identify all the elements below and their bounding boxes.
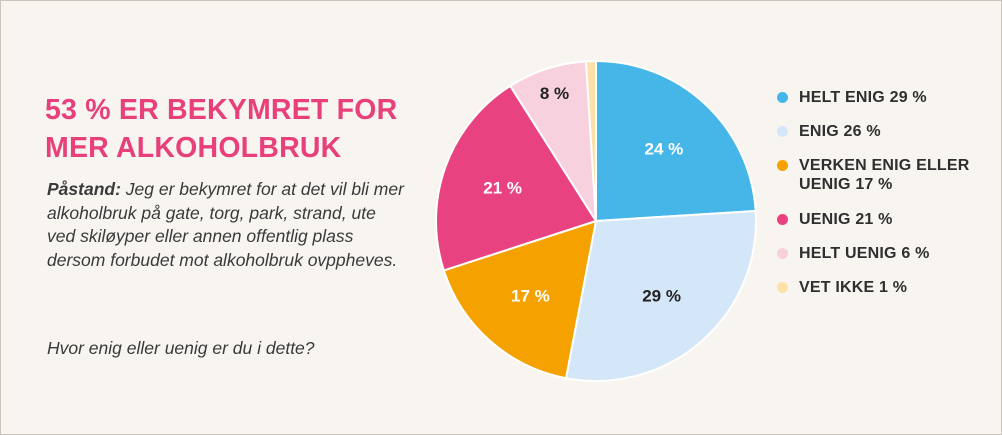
legend-swatch (777, 282, 788, 293)
slice-label: 29 % (642, 286, 681, 305)
legend-swatch (777, 214, 788, 225)
pie-slice (595, 60, 757, 222)
legend-item-helt-uenig: HELT UENIG 6 % (777, 244, 992, 278)
pie-slice (442, 220, 597, 380)
slice-label: 8 % (540, 84, 569, 103)
pie-slice (565, 209, 757, 382)
legend-swatch (777, 160, 788, 171)
legend: HELT ENIG 29 % ENIG 26 % VERKEN ENIG ELL… (777, 88, 992, 312)
legend-item-vet-ikke: VET IKKE 1 % (777, 278, 992, 312)
statement-body: Jeg er bekymret for at det vil bli mer a… (47, 179, 404, 270)
legend-swatch (777, 126, 788, 137)
slice-label: 17 % (511, 286, 550, 305)
statement-lead: Påstand: (47, 179, 121, 199)
legend-label: ENIG 26 % (799, 123, 881, 140)
legend-label: VET IKKE 1 % (799, 279, 908, 296)
pie-slice (584, 60, 597, 222)
pie-chart: 24 % 29 % 17 % 21 % 8 % (435, 60, 757, 382)
legend-label: HELT ENIG 29 % (799, 89, 927, 106)
pie-slice (435, 84, 597, 272)
legend-label: VERKEN ENIG ELLER UENIG 17 % (799, 157, 970, 193)
legend-item-enig: ENIG 26 % (777, 122, 992, 156)
legend-label: UENIG 21 % (799, 211, 893, 228)
legend-item-verken-enig-eller-uenig: VERKEN ENIG ELLER UENIG 17 % (777, 156, 992, 210)
legend-swatch (777, 248, 788, 259)
slice-label: 24 % (645, 140, 684, 159)
legend-item-uenig: UENIG 21 % (777, 210, 992, 244)
legend-item-helt-enig: HELT ENIG 29 % (777, 88, 992, 122)
legend-label: HELT UENIG 6 % (799, 245, 930, 262)
chart-title: 53 % ER BEKYMRET FOR MER ALKOHOLBRUK (45, 94, 398, 164)
legend-swatch (777, 92, 788, 103)
slice-label: 21 % (483, 178, 522, 197)
statement-text: Påstand: Jeg er bekymret for at det vil … (47, 178, 407, 272)
question-text: Hvor enig eller uenig er du i dette? (47, 338, 315, 358)
